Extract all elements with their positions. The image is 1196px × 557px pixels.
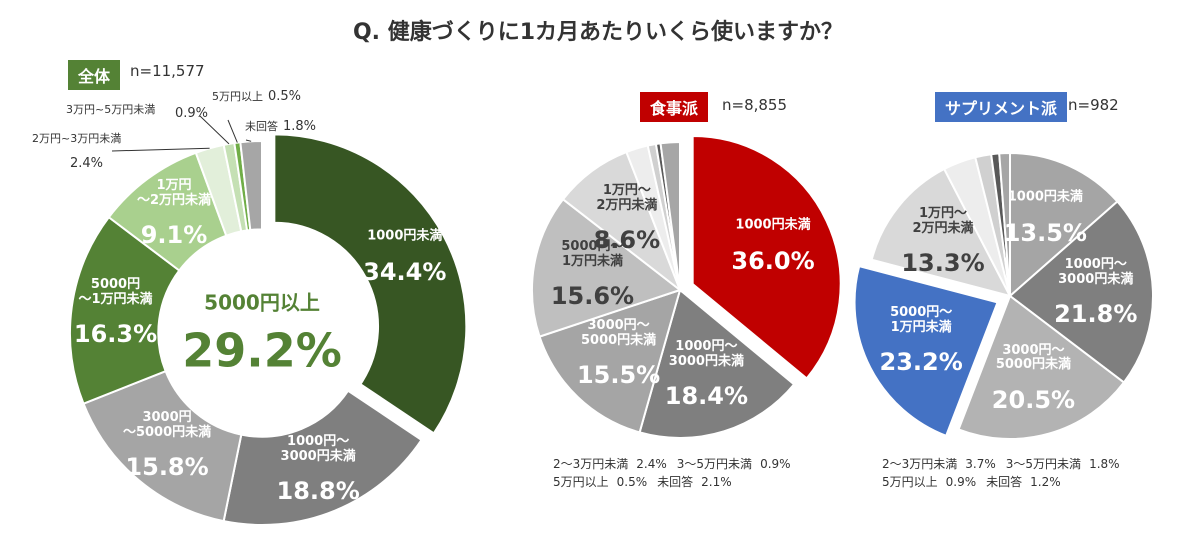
footnote-category: 未回答 [657, 475, 694, 489]
leader-line [111, 147, 210, 152]
footnote-category: 3〜5万円未満 [676, 457, 753, 471]
badge: サプリメント派 [935, 92, 1068, 122]
footnote-value: 3.7% [965, 457, 996, 471]
leader-line [227, 119, 238, 143]
leader-line [245, 139, 252, 142]
footnote: 2〜3万円未満 3.7% 3〜5万円未満 1.8% 5万円以上 0.9% 未回答 1.2% [882, 455, 1130, 491]
footnote-category: 3〜5万円未満 [1005, 457, 1082, 471]
sample-size: n=982 [1068, 96, 1119, 114]
slice [239, 139, 263, 232]
footnote-value: 2.4% [636, 457, 667, 471]
slice [691, 135, 842, 380]
slice-category: 1000円〜 3000円未満 [280, 433, 356, 464]
footnote-category: 5万円以上 [882, 475, 938, 489]
slice-category: 1000円〜 3000円未満 [1058, 256, 1134, 287]
slice [998, 151, 1011, 297]
slice-category: 1000円〜 3000円未満 [668, 338, 744, 369]
slice-category: 1万円 〜2万円未満 [136, 178, 211, 209]
slice-value: 36.0% [731, 247, 815, 276]
footnote-category: 2〜3万円未満 [882, 457, 958, 471]
footnote-value: 0.5% [616, 475, 648, 489]
slice-category: 3000円 〜5000円未満 [122, 410, 212, 441]
badge: 全体 [68, 60, 121, 90]
center-label: 5000円以上 [204, 290, 320, 315]
slice-category: 1万円〜 2万円未満 [912, 206, 974, 237]
footnote-value: 0.9% [760, 457, 791, 471]
slice [69, 215, 181, 405]
slice [853, 264, 999, 438]
slice-value: 34.4% [363, 258, 447, 287]
footnote-category: 2〜3万円未満 [553, 457, 629, 471]
slice-value: 8.6% [593, 226, 661, 255]
slice-category: 1000円未満 [367, 228, 443, 244]
slice-category: 1万円〜 2万円未満 [596, 182, 658, 213]
outside-category: 未回答 [245, 120, 278, 133]
slice [531, 197, 683, 338]
footnote-value: 1.2% [1030, 475, 1061, 489]
outside-category: 2万円~3万円未満 [32, 132, 122, 145]
badge: 食事派 [640, 92, 709, 122]
slice-value: 15.8% [125, 453, 209, 482]
leader-line [199, 115, 230, 145]
slice-category: 1000円未満 [1007, 189, 1083, 205]
page-title: Q. 健康づくりに1カ月あたりいくら使いますか？ [352, 20, 844, 45]
sample-size: n=8,855 [722, 96, 788, 114]
slice-value: 15.6% [550, 282, 635, 311]
slice [1008, 200, 1154, 384]
outside-value: 0.9% [175, 106, 209, 121]
footnote-category: 5万円以上 [553, 475, 609, 489]
slice-value: 16.3% [73, 320, 158, 349]
slice [273, 133, 468, 435]
slice-value: 18.8% [276, 476, 360, 505]
footnote-value: 1.8% [1089, 457, 1120, 471]
footnote-category: 未回答 [986, 475, 1023, 489]
slice [1009, 151, 1119, 299]
sample-size: n=11,577 [130, 62, 205, 80]
slice-value: 23.2% [879, 348, 963, 377]
slice [659, 140, 681, 291]
slice-value: 21.8% [1054, 300, 1138, 329]
slice [222, 389, 423, 526]
slice-category: 3000円〜 5000円未満 [995, 342, 1072, 373]
slice-value: 13.3% [901, 249, 985, 278]
footnote: 2〜3万円未満 2.4% 3〜5万円未満 0.9% 5万円以上 0.5% 未回答 2.1% [553, 455, 801, 491]
slice [638, 288, 796, 439]
slice-category: 5000円 〜1万円未満 [78, 277, 153, 308]
center-value: 29.2% [182, 323, 342, 378]
outside-value: 2.4% [70, 156, 104, 171]
slice-value: 15.5% [576, 361, 661, 390]
footnote-value: 0.9% [945, 475, 977, 489]
outside-category: 5万円以上 [212, 90, 263, 103]
slice [957, 294, 1126, 440]
slice [870, 167, 1012, 298]
slice-category: 3000円〜 5000円未満 [581, 318, 657, 349]
outside-value: 1.8% [283, 119, 317, 134]
slice-category: 5000円〜 1万円未満 [890, 305, 953, 336]
slice-value: 18.4% [664, 381, 749, 410]
slice-value: 20.5% [991, 385, 1076, 414]
slice-category: 5000円〜 1万円未満 [561, 239, 624, 269]
slice-category: 1000円未満 [735, 217, 811, 233]
slice-value: 9.1% [140, 221, 208, 250]
slice-value: 13.5% [1003, 219, 1087, 248]
footnote-value: 2.1% [701, 475, 732, 489]
outside-value: 0.5% [268, 89, 302, 104]
outside-category: 3万円~5万円未満 [66, 103, 156, 116]
